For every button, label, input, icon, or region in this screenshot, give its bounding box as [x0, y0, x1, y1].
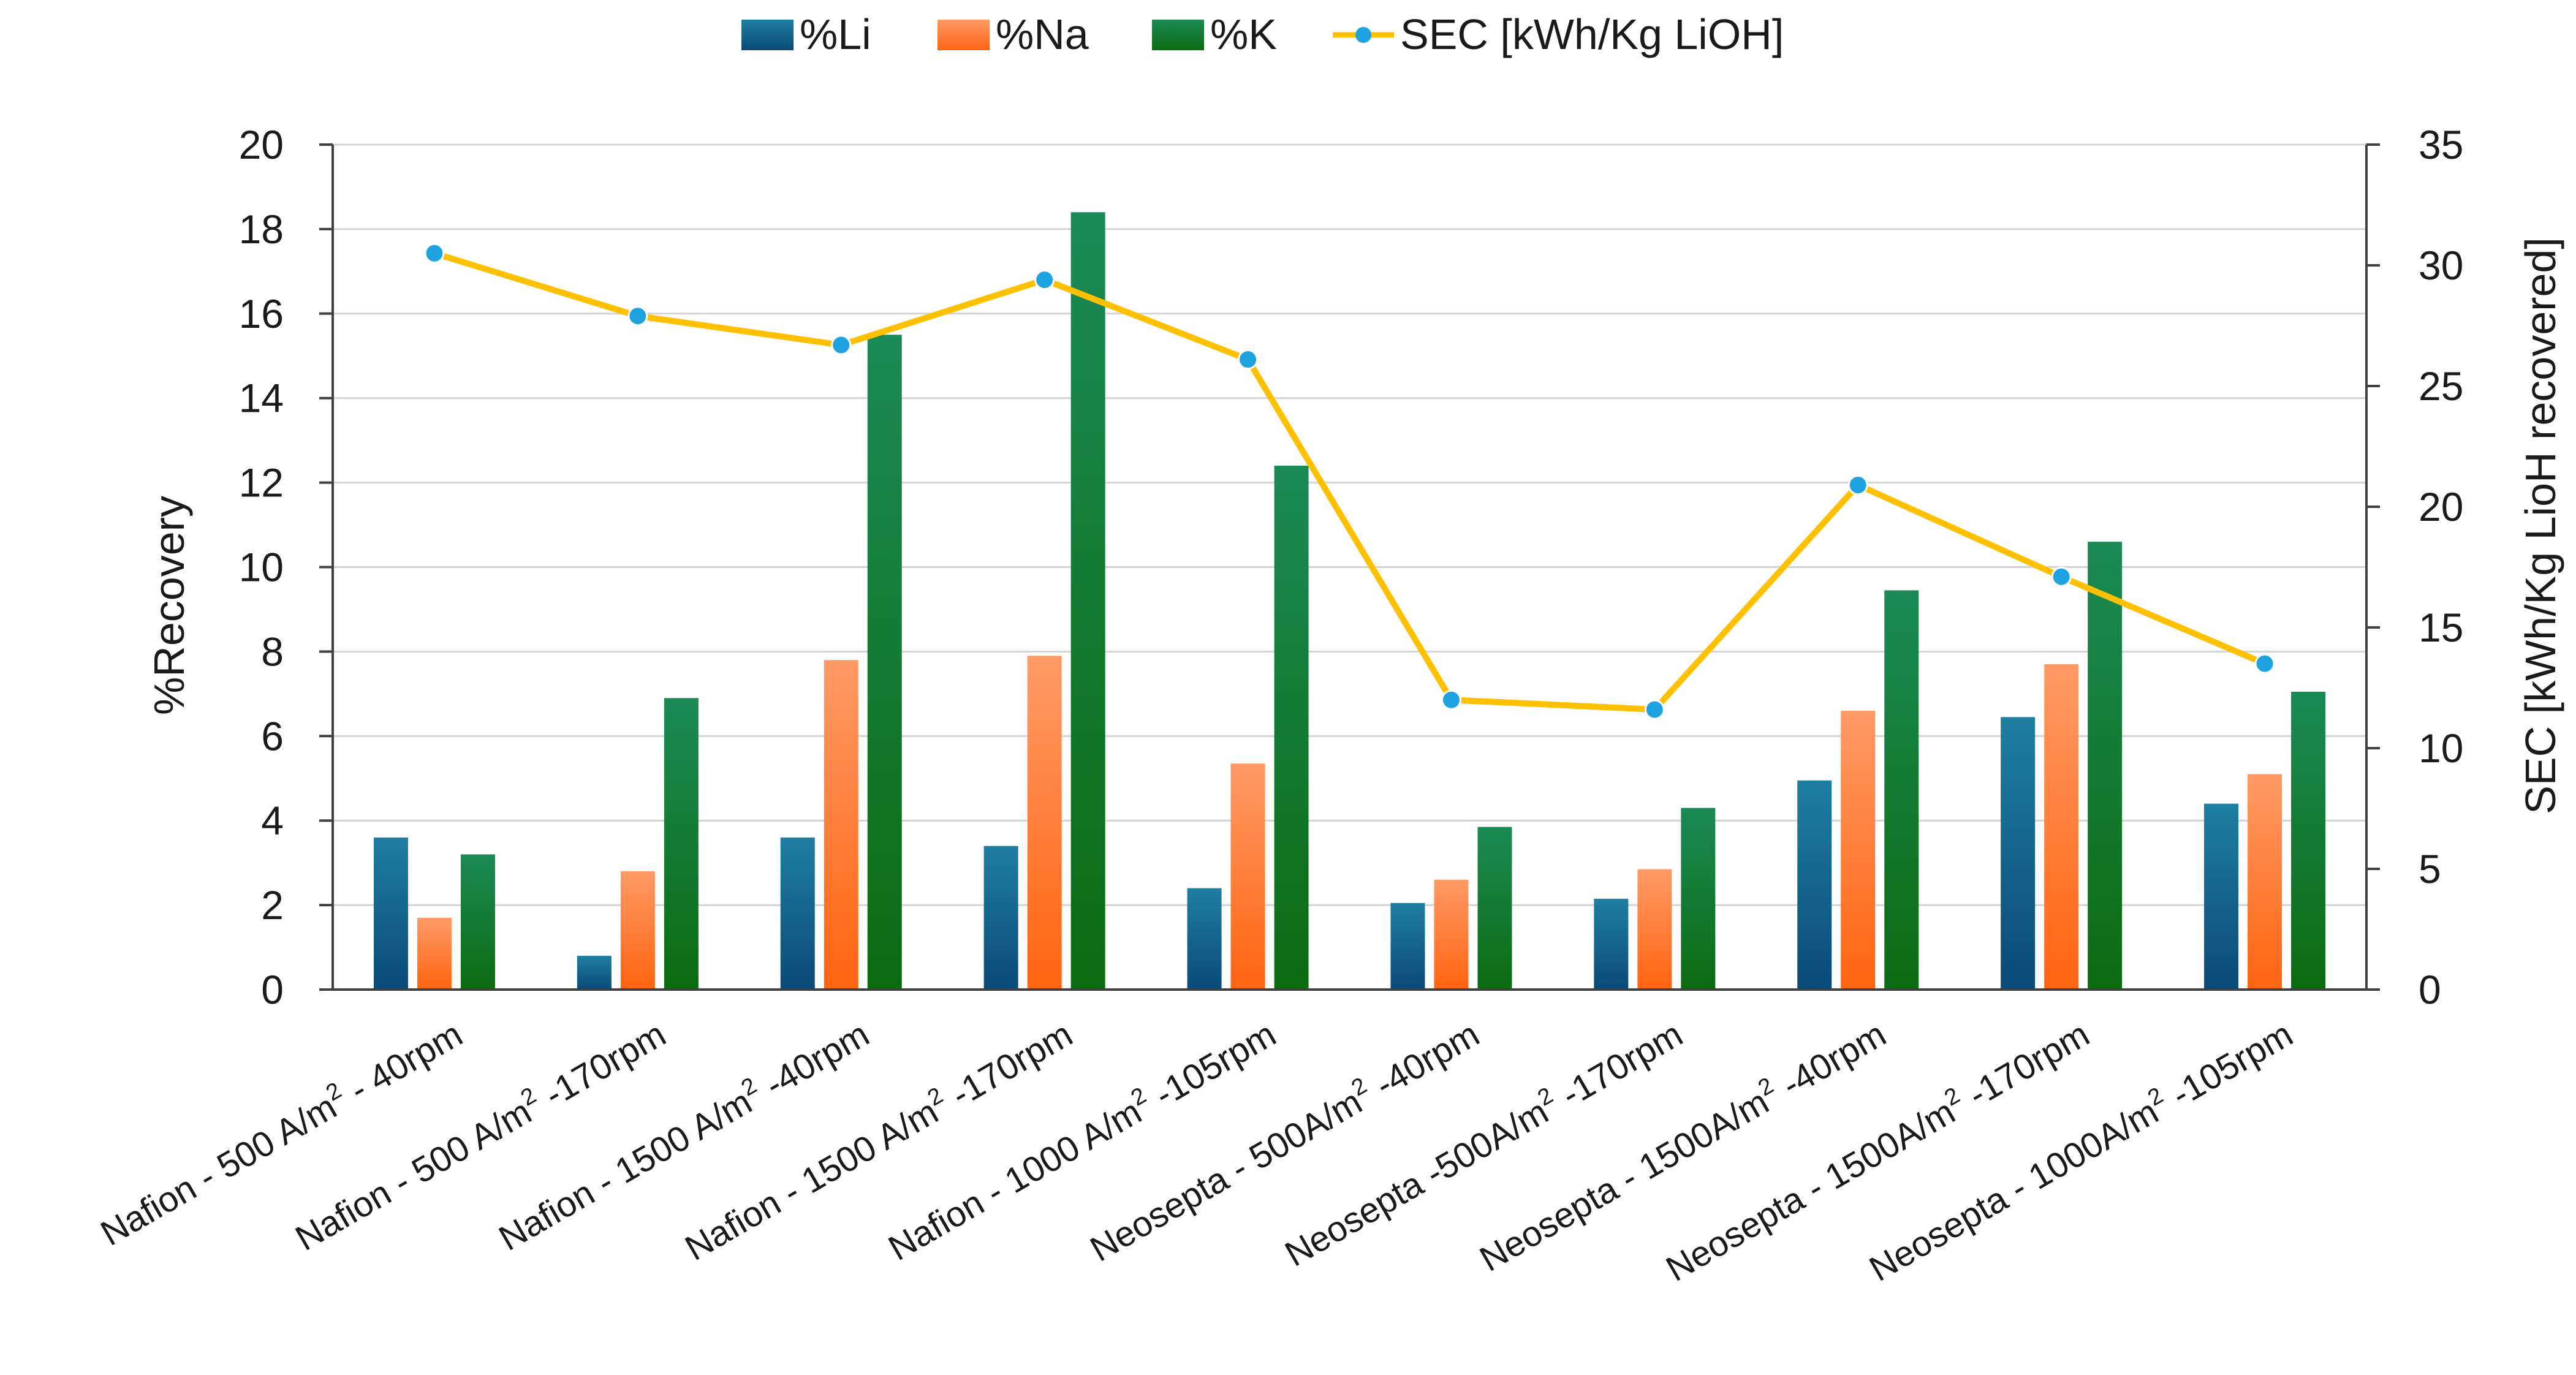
category-label-tail: -105rpm: [1140, 1014, 1282, 1119]
right-tick-label: 10: [2419, 725, 2463, 771]
category-label-tail: -105rpm: [2156, 1014, 2299, 1119]
legend-item-na[interactable]: %Na: [938, 10, 1089, 58]
category-label: Nafion - 500 A/m2 - 40rpm: [93, 1012, 469, 1254]
right-tick-label: 15: [2419, 605, 2463, 650]
bar-na-10[interactable]: [2248, 774, 2282, 990]
right-tick-label: 0: [2419, 967, 2441, 1012]
legend-item-li[interactable]: %Li: [741, 10, 871, 58]
bar-li-6[interactable]: [1390, 903, 1425, 990]
legend-label-li: %Li: [800, 10, 871, 58]
bar-k-1[interactable]: [460, 854, 495, 990]
category-label-tail: -170rpm: [1546, 1014, 1689, 1119]
category-label-tail: -170rpm: [1953, 1014, 2096, 1119]
sec-point-3[interactable]: [831, 335, 852, 355]
sec-point-10[interactable]: [2254, 653, 2275, 674]
category-label-tail: - 40rpm: [335, 1014, 469, 1115]
category-label-tail: -40rpm: [750, 1014, 876, 1110]
right-tick-labels: 0 5 10 15 20 25 30 35: [2366, 122, 2463, 1012]
bar-k-6[interactable]: [1477, 827, 1512, 990]
bar-k-8[interactable]: [1884, 590, 1919, 990]
bar-li-2[interactable]: [577, 955, 612, 990]
sec-point-1[interactable]: [424, 243, 445, 263]
right-tick-label: 35: [2419, 122, 2463, 167]
left-tick-label: 14: [239, 376, 284, 421]
legend-item-sec[interactable]: SEC [kWh/Kg LiOH]: [1333, 10, 1784, 58]
legend-label-na: %Na: [996, 10, 1089, 58]
legend-swatch-na: [938, 20, 990, 50]
category-label: Nafion - 1500 A/m2 -170rpm: [677, 1012, 1079, 1268]
category-label-tail: -40rpm: [1767, 1014, 1893, 1110]
y-axis-title: %Recovery: [145, 496, 193, 715]
right-tick-label: 25: [2419, 363, 2463, 409]
left-tick-label: 10: [239, 545, 284, 590]
sec-line-series: [424, 243, 2275, 720]
bar-li-3[interactable]: [780, 837, 815, 990]
bar-k-4[interactable]: [1070, 212, 1105, 990]
category-label: Nafion - 500 A/m2 -170rpm: [287, 1012, 672, 1259]
left-tick-label: 18: [239, 206, 284, 252]
sec-point-8[interactable]: [1847, 475, 1868, 496]
category-label: Nafion - 1500 A/m2 -40rpm: [491, 1012, 876, 1259]
category-label-tail: -170rpm: [529, 1014, 672, 1119]
left-tick-label: 0: [261, 967, 284, 1012]
category-label: Neosepta -500A/m2 -170rpm: [1277, 1012, 1689, 1275]
left-tick-label: 12: [239, 460, 284, 506]
bar-na-5[interactable]: [1230, 763, 1265, 990]
left-tick-label: 20: [239, 122, 284, 167]
right-tick-label: 5: [2419, 846, 2441, 892]
bar-k-3[interactable]: [867, 335, 902, 990]
bar-na-8[interactable]: [1841, 710, 1876, 990]
bar-li-8[interactable]: [1797, 780, 1832, 990]
y2-axis-title: SEC [kWh/Kg LioH recovered]: [2517, 237, 2564, 814]
legend: %Li %Na %K SEC [kWh/Kg LiOH]: [741, 10, 1784, 58]
legend-swatch-sec-marker: [1355, 27, 1371, 43]
bar-li-9[interactable]: [2001, 717, 2036, 990]
legend-label-k: %K: [1210, 10, 1277, 58]
sec-point-2[interactable]: [627, 306, 648, 327]
category-label: Nafion - 1000 A/m2 -105rpm: [881, 1012, 1282, 1268]
legend-label-sec: SEC [kWh/Kg LiOH]: [1400, 10, 1784, 58]
category-label: Neosepta - 500A/m2 -40rpm: [1082, 1012, 1486, 1270]
right-tick-label: 20: [2419, 484, 2463, 529]
category-label-tail: -40rpm: [1360, 1014, 1486, 1110]
legend-item-k[interactable]: %K: [1152, 10, 1277, 58]
sec-point-7[interactable]: [1644, 699, 1665, 720]
sec-point-6[interactable]: [1441, 689, 1461, 710]
bar-na-3[interactable]: [824, 660, 858, 990]
bar-na-9[interactable]: [2044, 664, 2079, 990]
bar-li-1[interactable]: [373, 837, 408, 990]
bar-na-2[interactable]: [620, 871, 655, 990]
bar-k-7[interactable]: [1681, 808, 1716, 990]
bar-li-10[interactable]: [2204, 803, 2239, 990]
bar-na-7[interactable]: [1637, 869, 1672, 990]
category-label-tail: -170rpm: [936, 1014, 1079, 1119]
right-tick-label: 30: [2419, 243, 2463, 288]
left-tick-label: 6: [261, 713, 284, 759]
bar-li-4[interactable]: [983, 846, 1018, 990]
bar-k-5[interactable]: [1274, 466, 1309, 990]
sec-point-9[interactable]: [2051, 566, 2072, 587]
left-tick-label: 4: [261, 798, 284, 843]
bar-li-5[interactable]: [1187, 888, 1222, 990]
bar-na-6[interactable]: [1434, 879, 1469, 990]
bar-k-2[interactable]: [664, 698, 699, 990]
bar-na-1[interactable]: [417, 917, 452, 990]
sec-point-5[interactable]: [1238, 349, 1259, 370]
bar-k-10[interactable]: [2291, 691, 2326, 990]
sec-point-4[interactable]: [1034, 270, 1055, 290]
legend-swatch-k: [1152, 20, 1204, 50]
left-tick-label: 8: [261, 629, 284, 674]
left-tick-labels: 0 2 4 6 8 10 12 14 16 18 20: [239, 122, 333, 1012]
bar-na-4[interactable]: [1027, 656, 1062, 990]
bar-li-7[interactable]: [1594, 898, 1629, 990]
left-tick-label: 2: [261, 882, 284, 928]
bar-k-9[interactable]: [2088, 542, 2123, 990]
bars: [373, 212, 2326, 990]
legend-swatch-li: [741, 20, 794, 50]
sec-line: [433, 250, 2267, 713]
left-tick-label: 16: [239, 291, 284, 336]
